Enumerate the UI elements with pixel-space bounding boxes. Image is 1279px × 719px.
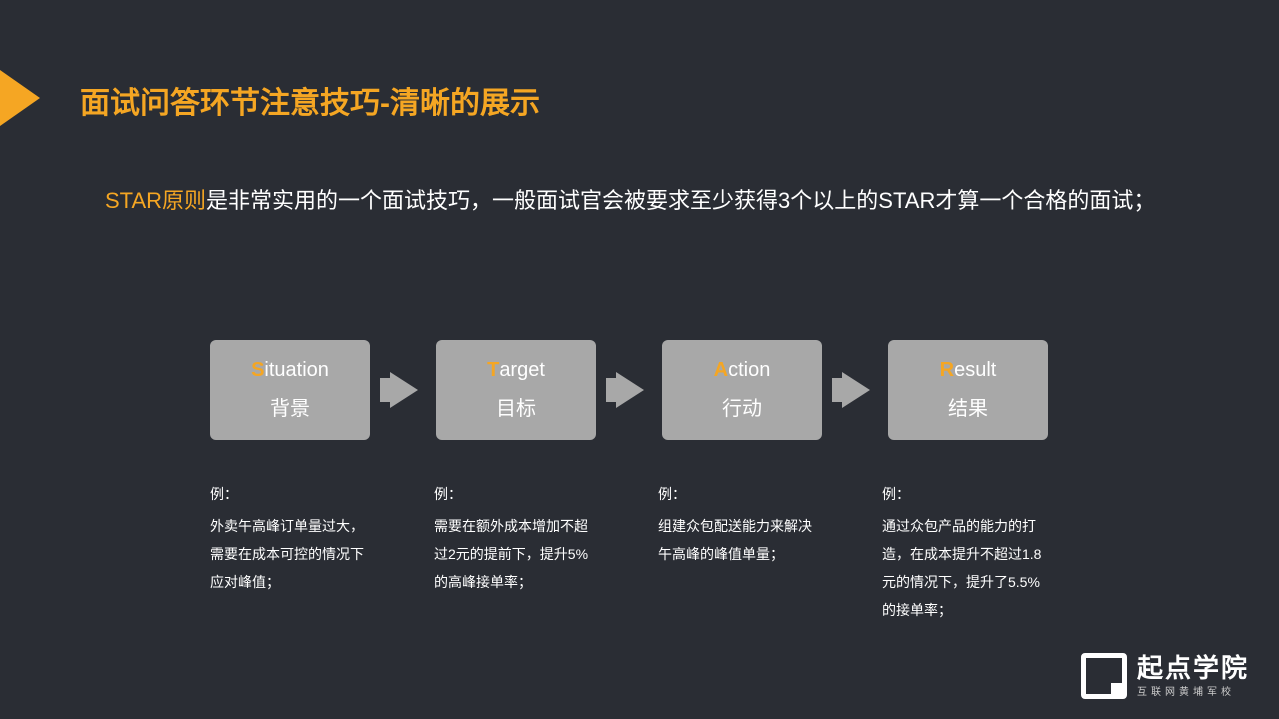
box-cn-label: 结果 [948, 392, 988, 421]
intro-text: STAR原则是非常实用的一个面试技巧，一般面试官会被要求至少获得3个以上的STA… [105, 175, 1199, 228]
intro-rest: 是非常实用的一个面试技巧，一般面试官会被要求至少获得3个以上的STAR才算一个合… [206, 188, 1155, 213]
example-label: 例： [658, 480, 818, 508]
arrow-icon [842, 372, 870, 408]
example-text: 需要在额外成本增加不超过2元的提前下，提升5%的高峰接单率； [434, 512, 594, 596]
box-en-label: Situation [251, 359, 329, 382]
example-target: 例： 需要在额外成本增加不超过2元的提前下，提升5%的高峰接单率； [434, 480, 594, 624]
examples-row: 例： 外卖午高峰订单量过大，需要在成本可控的情况下应对峰值； 例： 需要在额外成… [210, 480, 1042, 624]
example-label: 例： [434, 480, 594, 508]
box-situation: Situation 背景 [210, 340, 370, 440]
box-target: Target 目标 [436, 340, 596, 440]
star-flowchart: Situation 背景 Target 目标 Action 行动 Result … [210, 340, 1048, 440]
example-result: 例： 通过众包产品的能力的打造，在成本提升不超过1.8元的情况下，提升了5.5%… [882, 480, 1042, 624]
logo-main: 起点学院 [1137, 654, 1249, 683]
box-en-label: Result [940, 359, 997, 382]
arrow-icon [390, 372, 418, 408]
box-cn-label: 行动 [722, 392, 762, 421]
example-situation: 例： 外卖午高峰订单量过大，需要在成本可控的情况下应对峰值； [210, 480, 370, 624]
example-text: 组建众包配送能力来解决午高峰的峰值单量； [658, 512, 818, 568]
example-text: 外卖午高峰订单量过大，需要在成本可控的情况下应对峰值； [210, 512, 370, 596]
logo-text: 起点学院 互联网黄埔军校 [1137, 654, 1249, 698]
slide-title: 面试问答环节注意技巧-清晰的展示 [80, 78, 540, 122]
arrow-icon [616, 372, 644, 408]
box-en-label: Action [714, 359, 771, 382]
box-cn-label: 目标 [496, 392, 536, 421]
accent-triangle [0, 70, 40, 126]
example-text: 通过众包产品的能力的打造，在成本提升不超过1.8元的情况下，提升了5.5%的接单… [882, 512, 1042, 624]
intro-highlight: STAR原则 [105, 188, 206, 213]
box-en-label: Target [487, 359, 545, 382]
example-action: 例： 组建众包配送能力来解决午高峰的峰值单量； [658, 480, 818, 624]
logo-sub: 互联网黄埔军校 [1137, 683, 1249, 698]
box-cn-label: 背景 [270, 392, 310, 421]
logo-icon [1081, 653, 1127, 699]
brand-logo: 起点学院 互联网黄埔军校 [1081, 653, 1249, 699]
example-label: 例： [210, 480, 370, 508]
box-result: Result 结果 [888, 340, 1048, 440]
example-label: 例： [882, 480, 1042, 508]
box-action: Action 行动 [662, 340, 822, 440]
